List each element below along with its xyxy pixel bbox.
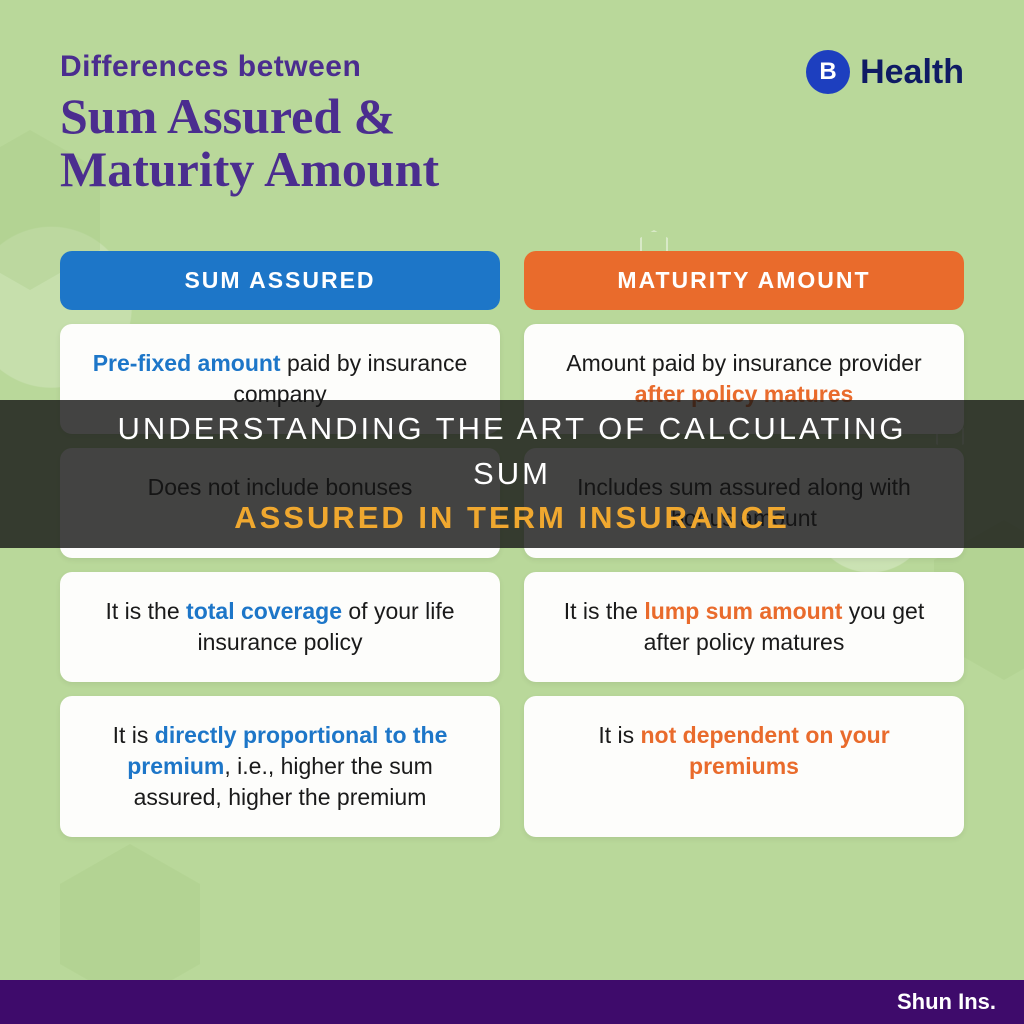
footer-text: Shun Ins.: [897, 989, 996, 1015]
cell-segment: total coverage: [186, 598, 342, 624]
cell-segment: lump sum amount: [644, 598, 842, 624]
brand-name: Health: [860, 53, 964, 92]
cell-segment: not dependent on your premiums: [641, 722, 890, 779]
brand: B Health: [806, 50, 964, 94]
column-header-left: SUM ASSURED: [60, 251, 500, 310]
cell-segment: It is: [598, 722, 640, 748]
cell-segment: Pre-fixed amount: [93, 350, 281, 376]
preheading: Differences between: [60, 50, 439, 84]
header-left: Differences between Sum Assured & Maturi…: [60, 50, 439, 195]
table-cell: It is the total coverage of your life in…: [60, 572, 500, 682]
header: Differences between Sum Assured & Maturi…: [0, 0, 1024, 225]
footer-bar: Shun Ins.: [0, 980, 1024, 1024]
main-heading-line1: Sum Assured &: [60, 88, 395, 144]
table-cell: It is directly proportional to the premi…: [60, 696, 500, 837]
table-cell: It is not dependent on your premiums: [524, 696, 964, 837]
cell-segment: It is the: [106, 598, 187, 624]
main-heading-line2: Maturity Amount: [60, 141, 439, 197]
overlay-banner: UNDERSTANDING THE ART OF CALCULATING SUM…: [0, 400, 1024, 548]
cell-segment: Amount paid by insurance provider: [566, 350, 921, 376]
column-header-right: MATURITY AMOUNT: [524, 251, 964, 310]
brand-badge-icon: B: [806, 50, 850, 94]
page-canvas: Differences between Sum Assured & Maturi…: [0, 0, 1024, 1024]
cell-segment: It is: [113, 722, 155, 748]
cell-segment: It is the: [564, 598, 645, 624]
main-heading: Sum Assured & Maturity Amount: [60, 90, 439, 195]
table-cell: It is the lump sum amount you get after …: [524, 572, 964, 682]
overlay-line2: ASSURED IN TERM INSURANCE: [234, 500, 790, 535]
overlay-line1: UNDERSTANDING THE ART OF CALCULATING SUM: [118, 411, 907, 491]
overlay-text: UNDERSTANDING THE ART OF CALCULATING SUM…: [80, 407, 944, 542]
